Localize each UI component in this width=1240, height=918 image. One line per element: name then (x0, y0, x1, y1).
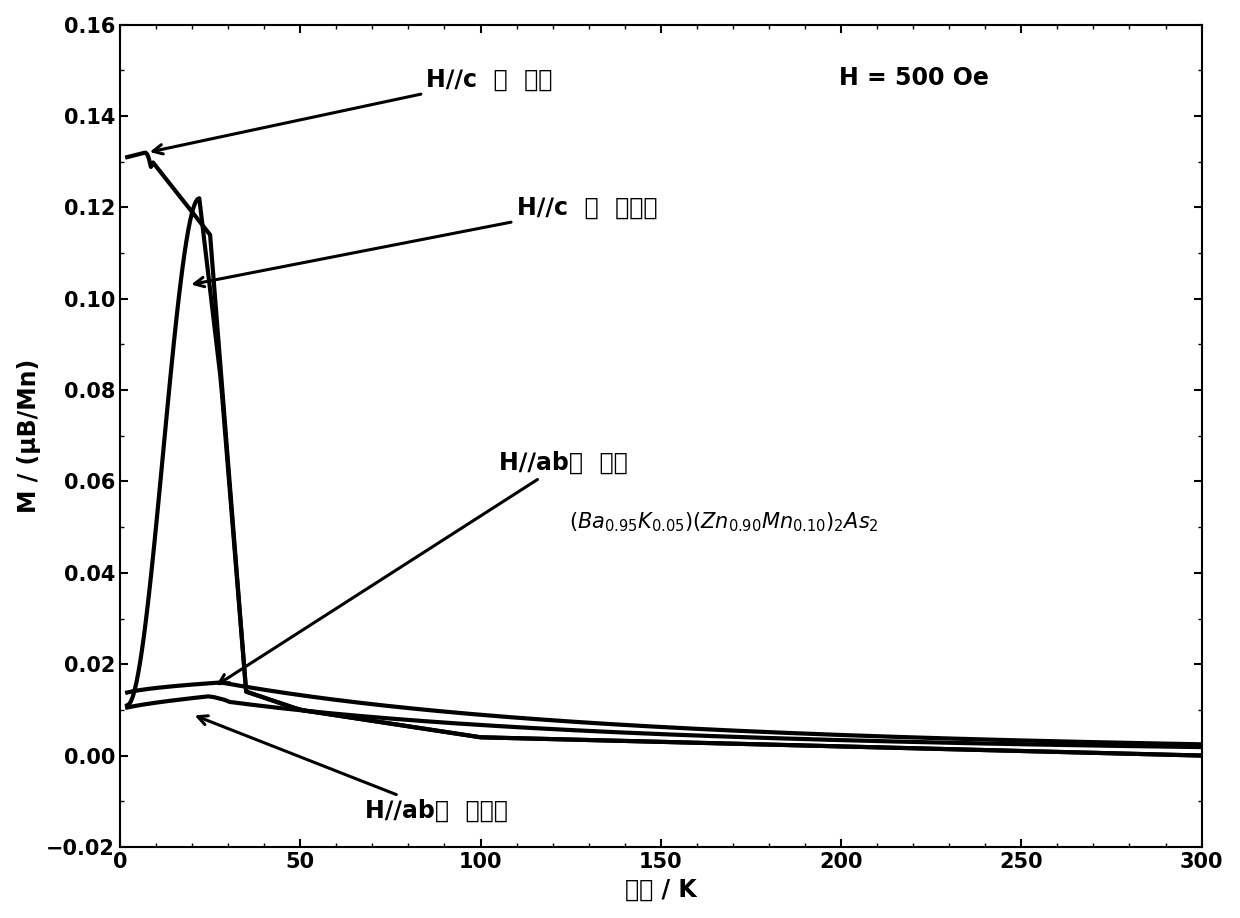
Text: H∕∕c  轴  场冷: H∕∕c 轴 场冷 (153, 68, 553, 154)
Text: H∕∕ab面  场冷: H∕∕ab面 场冷 (219, 452, 627, 684)
X-axis label: 温度 / K: 温度 / K (625, 878, 697, 901)
Text: $(Ba_{0.95}K_{0.05})(Zn_{0.90}Mn_{0.10})_2As_2$: $(Ba_{0.95}K_{0.05})(Zn_{0.90}Mn_{0.10})… (569, 510, 879, 534)
Text: H∕∕ab面  零场冷: H∕∕ab面 零场冷 (198, 716, 508, 823)
Y-axis label: M / (μB/Mn): M / (μB/Mn) (16, 359, 41, 513)
Text: H∕∕c  轴  零场冷: H∕∕c 轴 零场冷 (195, 196, 657, 286)
Text: H = 500 Oe: H = 500 Oe (839, 66, 990, 90)
